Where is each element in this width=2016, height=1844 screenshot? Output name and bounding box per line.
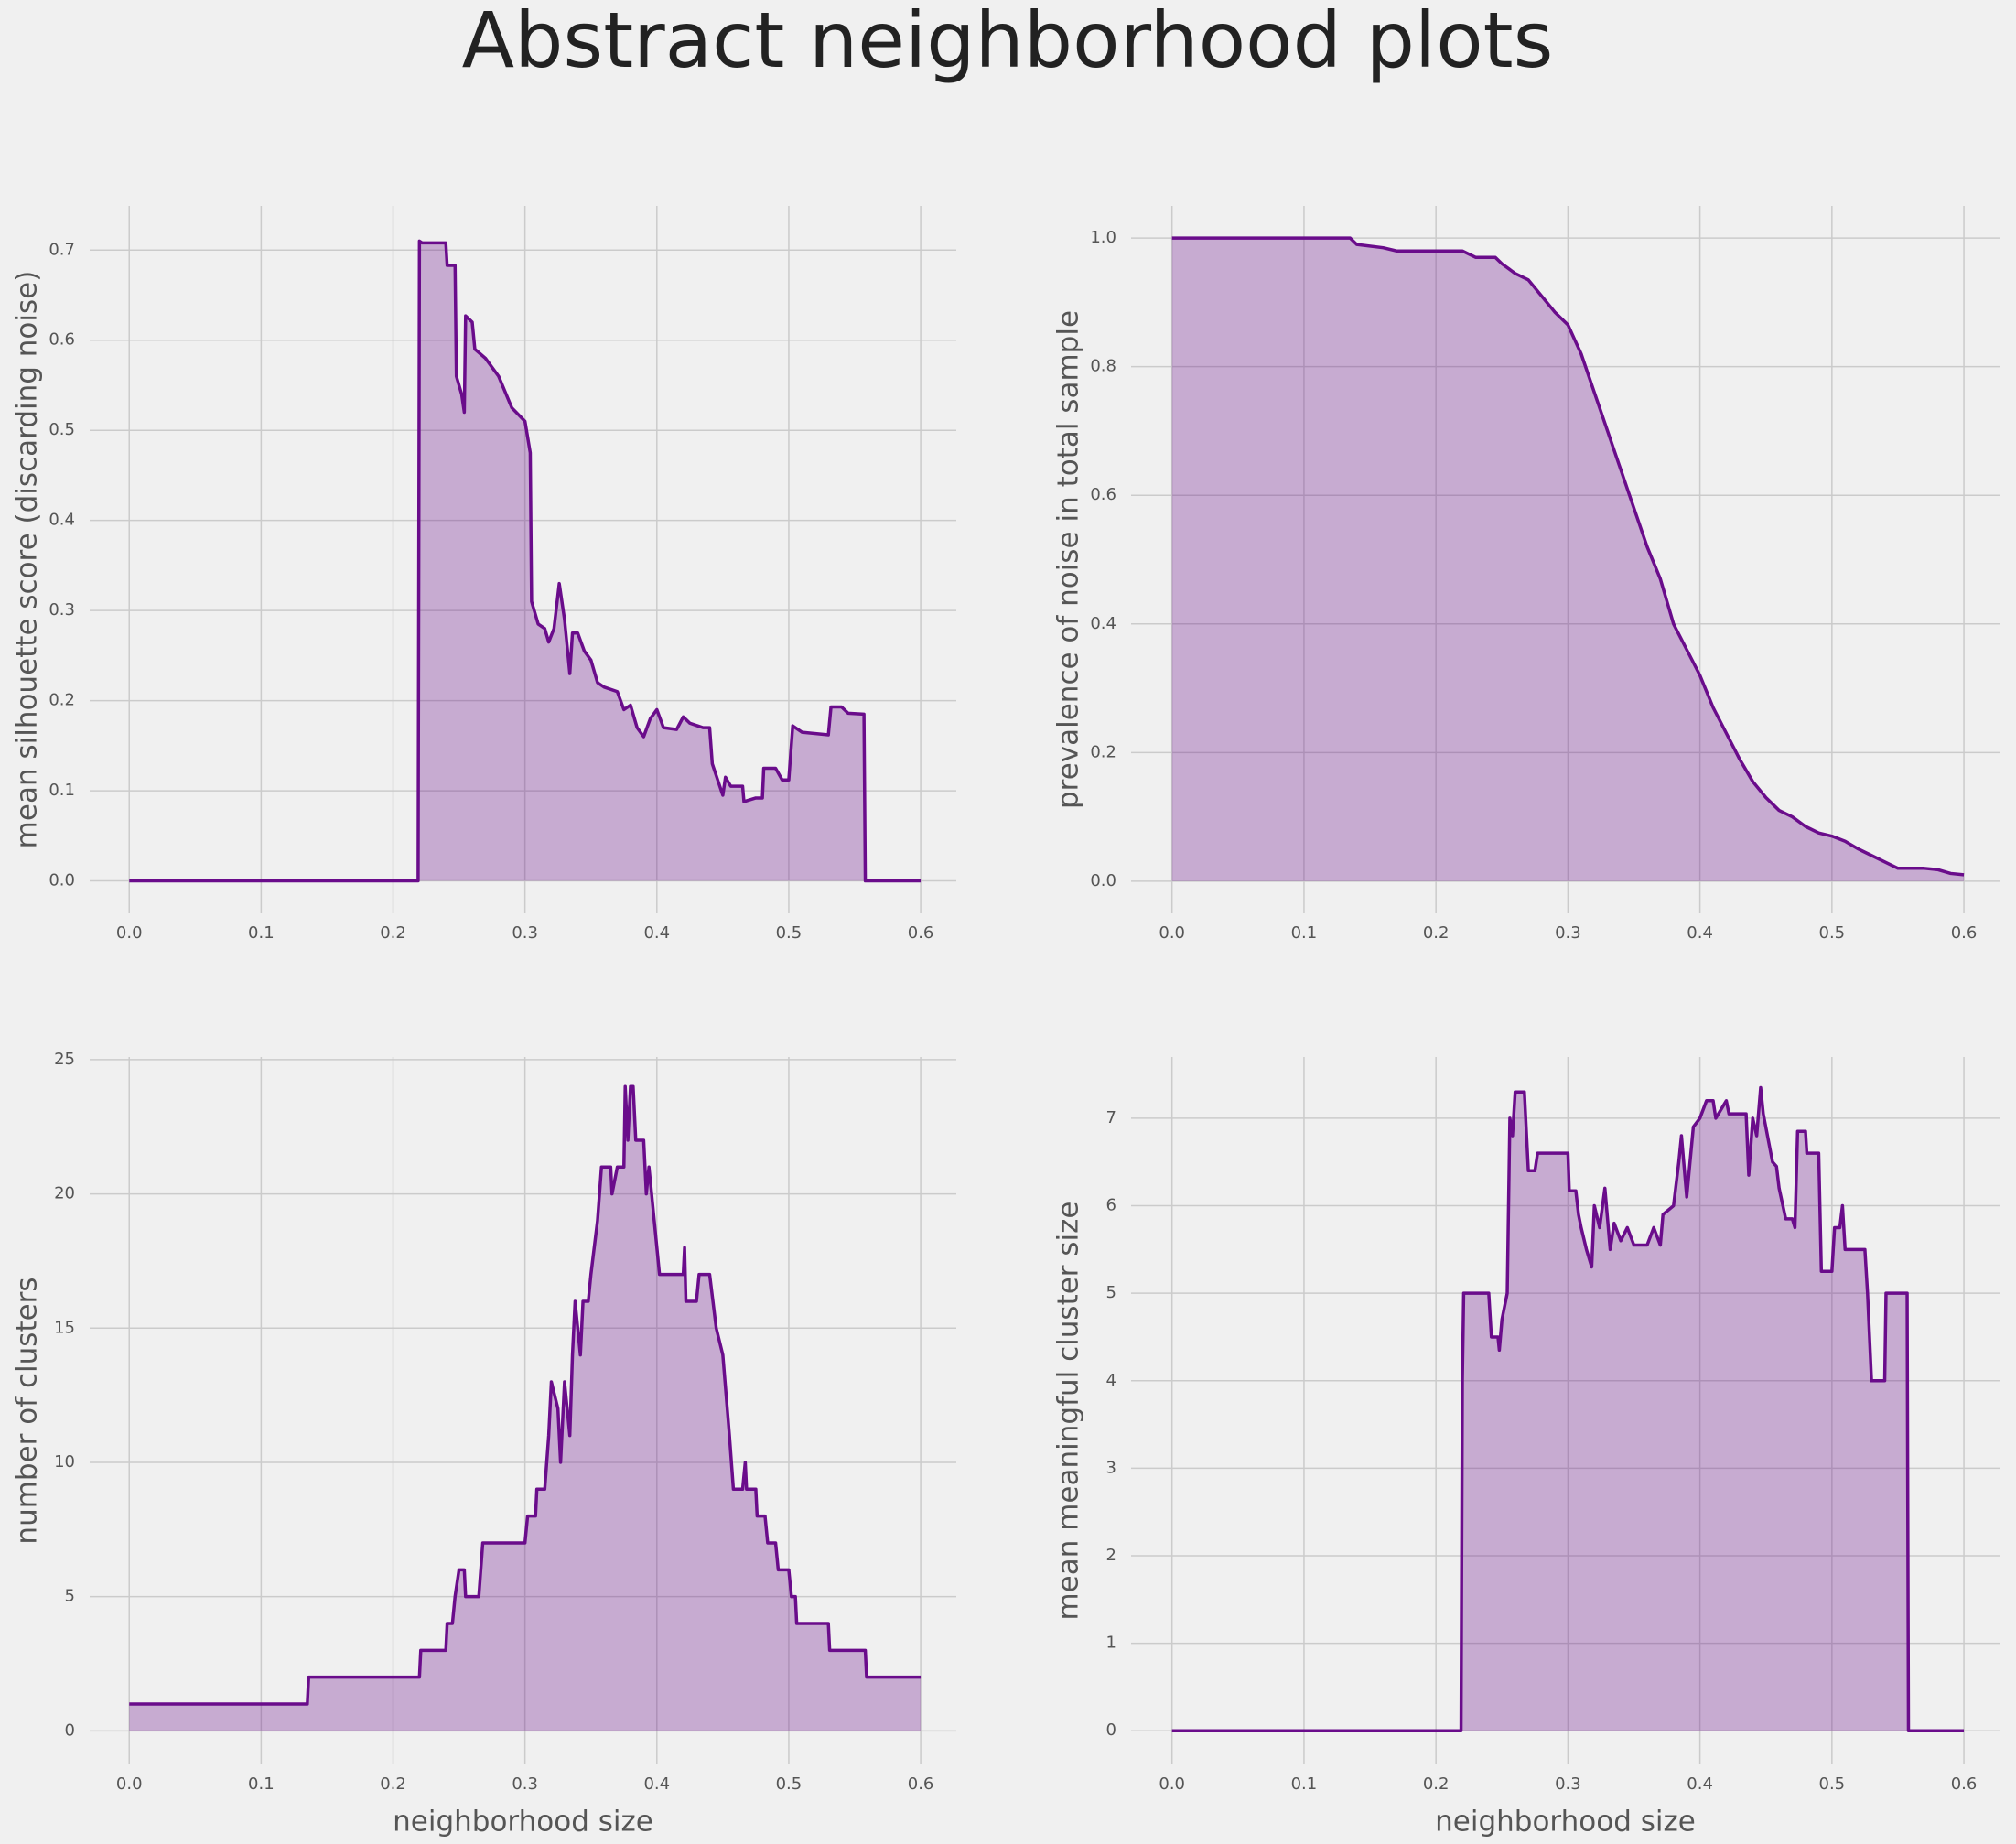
y-tick-label: 0.4 xyxy=(49,511,75,530)
y-tick-label: 0 xyxy=(1106,1720,1116,1740)
area-fill xyxy=(1171,1087,1965,1731)
x-tick-label: 0.3 xyxy=(1555,1774,1581,1794)
subplot: 0 5 10 15 20 25 0.0 0.1 0.2 0.3 0.4 0.5 0.6 number of… xyxy=(11,1050,956,1839)
x-tick-label: 0.5 xyxy=(776,923,803,943)
y-tick-label: 6 xyxy=(1106,1196,1116,1215)
y-tick-label: 0.5 xyxy=(49,420,75,439)
y-tick-label: 1.0 xyxy=(1090,228,1116,247)
area-fill xyxy=(1171,238,1965,881)
x-tick-label: 0.0 xyxy=(1159,1774,1185,1794)
x-axis-label: neighborhood size xyxy=(393,1806,653,1839)
figure-title: Abstract neighborhood plots xyxy=(462,0,1554,85)
x-tick-label: 0.5 xyxy=(1819,1774,1846,1794)
y-tick-label: 0.3 xyxy=(49,600,75,620)
y-tick-label: 1 xyxy=(1106,1634,1116,1653)
x-tick-label: 0.4 xyxy=(1687,1774,1713,1794)
y-tick-label: 0.2 xyxy=(49,691,75,710)
x-tick-label: 0.5 xyxy=(1819,923,1846,943)
x-tick-label: 0.1 xyxy=(1291,1774,1318,1794)
x-tick-label: 0.5 xyxy=(776,1774,803,1794)
x-tick-label: 0.3 xyxy=(512,1774,538,1794)
x-tick-label: 0.0 xyxy=(116,923,143,943)
y-tick-label: 7 xyxy=(1106,1108,1116,1127)
subplot: 0.0 0.2 0.4 0.6 0.8 1.0 0.0 0.1 0.2 0.3 0.4 0.5 0.6 p… xyxy=(1052,206,2000,943)
y-tick-label: 2 xyxy=(1106,1546,1116,1565)
line xyxy=(1171,1085,1965,1732)
line xyxy=(129,1084,922,1706)
x-tick-label: 0.2 xyxy=(380,1774,406,1794)
x-tick-label: 0.0 xyxy=(116,1774,143,1794)
y-tick-label: 0 xyxy=(65,1720,75,1740)
y-tick-label: 0.2 xyxy=(1090,742,1116,761)
area-fill xyxy=(129,1086,922,1731)
x-tick-label: 0.2 xyxy=(1423,1774,1450,1794)
y-tick-label: 0.4 xyxy=(1090,614,1116,633)
x-tick-label: 0.2 xyxy=(1423,923,1450,943)
y-tick-label: 3 xyxy=(1106,1458,1116,1477)
x-tick-label: 0.3 xyxy=(1555,923,1581,943)
y-axis-label: mean meaningful cluster size xyxy=(1052,1201,1085,1620)
subplot: 0.0 0.1 0.2 0.3 0.4 0.5 0.6 0.7 0.0 0.1 0.2 0.3 0.4 0… xyxy=(11,206,956,943)
x-tick-label: 0.6 xyxy=(908,923,934,943)
y-axis-label: prevalence of noise in total sample xyxy=(1052,310,1085,809)
y-tick-label: 0.6 xyxy=(1090,485,1116,504)
y-tick-label: 5 xyxy=(1106,1283,1116,1302)
y-tick-label: 0.0 xyxy=(49,871,75,890)
y-tick-label: 5 xyxy=(65,1587,75,1606)
area-fill xyxy=(129,241,922,881)
y-tick-label: 15 xyxy=(54,1318,75,1337)
x-tick-label: 0.1 xyxy=(248,1774,275,1794)
x-tick-label: 0.1 xyxy=(1291,923,1318,943)
line xyxy=(1171,236,1965,877)
x-tick-label: 0.1 xyxy=(248,923,275,943)
x-tick-label: 0.4 xyxy=(1687,923,1713,943)
x-tick-label: 0.6 xyxy=(1951,1774,1978,1794)
line xyxy=(129,239,922,883)
y-tick-label: 20 xyxy=(54,1184,75,1203)
x-tick-label: 0.6 xyxy=(1951,923,1978,943)
y-axis-label: number of clusters xyxy=(11,1277,44,1544)
y-axis-label: mean silhouette score (discarding noise) xyxy=(11,271,44,849)
x-tick-label: 0.6 xyxy=(908,1774,934,1794)
y-tick-label: 0.8 xyxy=(1090,357,1116,376)
x-tick-label: 0.4 xyxy=(643,1774,670,1794)
y-tick-label: 0.1 xyxy=(49,781,75,800)
x-tick-label: 0.3 xyxy=(512,923,538,943)
x-tick-label: 0.2 xyxy=(380,923,406,943)
y-tick-label: 25 xyxy=(54,1050,75,1069)
y-tick-label: 0.7 xyxy=(49,240,75,259)
y-tick-label: 0.6 xyxy=(49,330,75,350)
y-tick-label: 0.0 xyxy=(1090,871,1116,890)
x-axis-label: neighborhood size xyxy=(1435,1806,1696,1839)
x-tick-label: 0.4 xyxy=(643,923,670,943)
y-tick-label: 10 xyxy=(54,1452,75,1472)
x-tick-label: 0.0 xyxy=(1159,923,1185,943)
subplot: 0 1 2 3 4 5 6 7 0.0 0.1 0.2 0.3 0.4 0.5 0.6 mean meanin… xyxy=(1052,1057,2000,1839)
y-tick-label: 4 xyxy=(1106,1371,1116,1390)
